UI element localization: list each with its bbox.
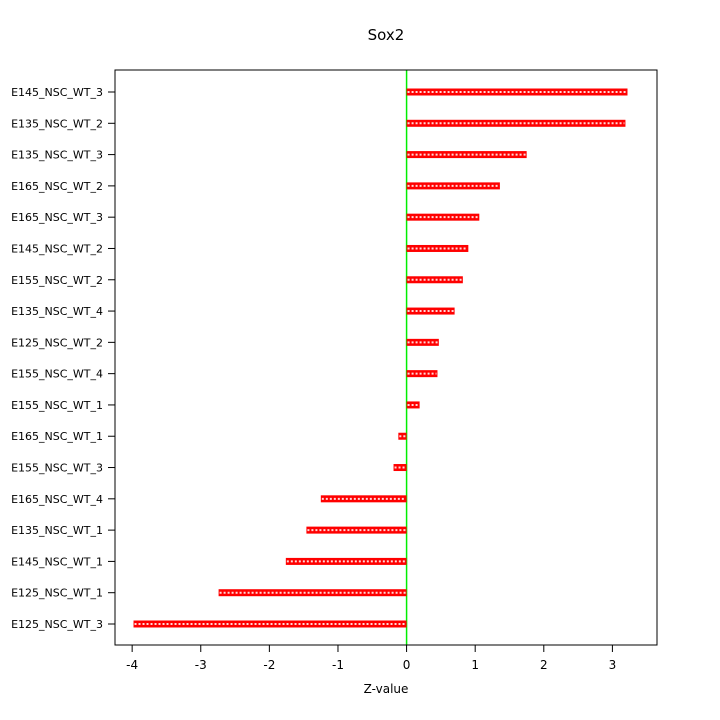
category-label: E135_NSC_WT_1 xyxy=(11,524,103,537)
x-tick-label: 3 xyxy=(609,658,617,672)
category-label: E125_NSC_WT_2 xyxy=(11,336,103,349)
x-axis-label: Z-value xyxy=(364,682,409,696)
x-tick-label: 2 xyxy=(540,658,548,672)
category-label: E155_NSC_WT_4 xyxy=(11,368,103,381)
category-label: E165_NSC_WT_4 xyxy=(11,493,103,506)
x-tick-label: 1 xyxy=(471,658,479,672)
bar xyxy=(133,620,407,628)
category-label: E125_NSC_WT_1 xyxy=(11,587,103,600)
bar xyxy=(398,432,407,440)
category-label: E145_NSC_WT_3 xyxy=(11,86,103,99)
bar xyxy=(285,557,407,565)
x-tick-label: -4 xyxy=(126,658,138,672)
category-label: E135_NSC_WT_4 xyxy=(11,305,103,318)
bar xyxy=(406,276,463,284)
category-label: E155_NSC_WT_1 xyxy=(11,399,103,412)
plot-border xyxy=(114,69,658,646)
x-tick-label: -1 xyxy=(332,658,344,672)
category-label: E145_NSC_WT_1 xyxy=(11,555,103,568)
x-tick-label: -2 xyxy=(263,658,275,672)
x-tick-label: 0 xyxy=(403,658,411,672)
x-tick-label: -3 xyxy=(195,658,207,672)
bar xyxy=(406,213,480,221)
bar xyxy=(406,307,455,315)
category-label: E125_NSC_WT_3 xyxy=(11,618,103,631)
category-label: E155_NSC_WT_3 xyxy=(11,462,103,475)
chart-title: Sox2 xyxy=(368,26,405,44)
bar xyxy=(406,370,438,378)
category-label: E165_NSC_WT_2 xyxy=(11,180,103,193)
category-label: E145_NSC_WT_2 xyxy=(11,242,103,255)
category-label: E165_NSC_WT_3 xyxy=(11,211,103,224)
category-label: E165_NSC_WT_1 xyxy=(11,430,103,443)
bar xyxy=(406,151,527,159)
category-label: E155_NSC_WT_2 xyxy=(11,274,103,287)
category-label: E135_NSC_WT_2 xyxy=(11,117,103,130)
category-label: E135_NSC_WT_3 xyxy=(11,149,103,162)
bar xyxy=(406,338,439,346)
